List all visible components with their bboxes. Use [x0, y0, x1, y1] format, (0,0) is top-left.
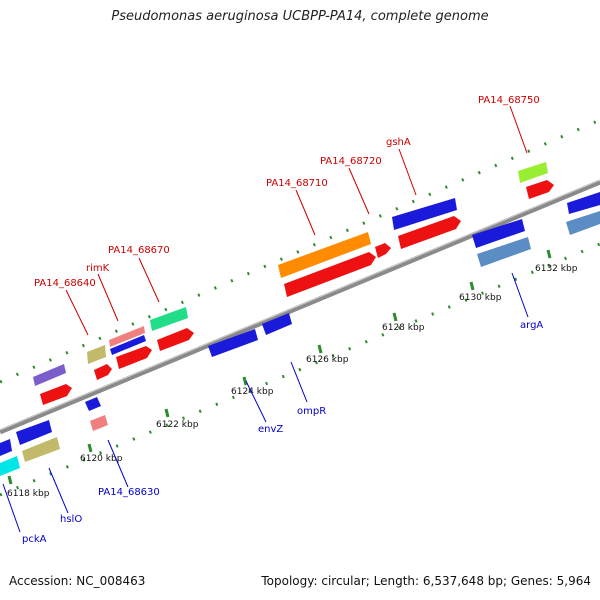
features-outer-forward [33, 162, 600, 386]
tick-mark [242, 376, 248, 386]
leader-line [2, 483, 21, 533]
feature-arrow [262, 313, 292, 335]
leader-line [509, 105, 528, 154]
leader-line [48, 467, 69, 514]
leader-line [290, 361, 308, 403]
feature-arrow [90, 415, 108, 431]
feature-arrow [518, 162, 548, 183]
map-title: Pseudomonas aeruginosa UCBPP-PA14, compl… [111, 9, 489, 24]
leader-line [97, 273, 119, 322]
leader-line [398, 148, 417, 196]
gene-label-bottom: hslO [60, 514, 82, 525]
feature-arrow [33, 364, 66, 386]
leader-line [107, 439, 129, 488]
gene-label-top: rimK [86, 263, 110, 274]
tick-marks [7, 249, 552, 485]
feature-arrow [472, 219, 525, 248]
tick-label: 6128 kbp [382, 323, 425, 333]
feature-arrow [208, 329, 258, 357]
leader-line [245, 380, 267, 423]
tick-mark [317, 344, 323, 354]
tick-label: 6126 kbp [306, 355, 349, 365]
feature-arrow [567, 192, 600, 214]
gene-label-top: PA14_68710 [266, 178, 328, 189]
gene-label-top: PA14_68720 [320, 156, 382, 167]
gene-label-bottom: argA [520, 320, 543, 331]
gene-label-top: gshA [386, 137, 411, 148]
feature-arrow [109, 326, 145, 347]
tick-label: 6118 kbp [7, 489, 50, 499]
feature-arrow [278, 232, 371, 278]
feature-arrow [375, 243, 391, 258]
tick-label: 6120 kbp [80, 454, 123, 464]
leader-line [295, 189, 316, 236]
feature-arrow [0, 456, 20, 476]
feature-arrow [157, 328, 194, 351]
tick-label: 6122 kbp [156, 420, 199, 430]
top-label-leaders [65, 105, 528, 336]
top-labels: PA14_68640 rimK PA14_68670 PA14_68710 PA… [34, 95, 540, 289]
feature-arrow [110, 335, 146, 355]
features-reverse [0, 211, 600, 476]
tick-label: 6124 kbp [231, 387, 274, 397]
tick-mark [87, 443, 93, 453]
tick-label: 6132 kbp [535, 264, 578, 274]
feature-arrow [398, 216, 461, 249]
feature-arrow [0, 439, 12, 456]
genome-summary-text: Topology: circular; Length: 6,537,648 bp… [261, 574, 591, 588]
tick-mark [7, 475, 13, 485]
feature-arrow [94, 364, 112, 380]
feature-arrow [116, 346, 152, 369]
gene-label-top: PA14_68750 [478, 95, 540, 106]
tick-mark [164, 408, 170, 418]
genome-backbone [0, 179, 600, 435]
feature-arrow [150, 307, 188, 331]
feature-arrow [85, 397, 101, 411]
feature-arrow [87, 345, 106, 364]
accession-text: Accession: NC_008463 [9, 574, 146, 588]
tick-mark [392, 312, 398, 322]
feature-arrow [392, 198, 457, 230]
tick-mark [469, 281, 475, 291]
gene-label-top: PA14_68670 [108, 245, 170, 256]
leader-line [511, 272, 529, 318]
feature-arrow [40, 384, 72, 405]
feature-arrow [284, 252, 376, 297]
tick-label: 6130 kbp [459, 293, 502, 303]
feature-arrow [16, 420, 52, 445]
bottom-labels: pckA hslO PA14_68630 envZ ompR argA [22, 320, 543, 545]
tick-labels: 6118 kbp 6120 kbp 6122 kbp 6124 kbp 6126… [7, 264, 578, 499]
gene-label-top: PA14_68640 [34, 278, 96, 289]
upper-dot-track [0, 118, 600, 384]
feature-arrow [477, 237, 531, 267]
bottom-label-leaders [2, 272, 529, 533]
gene-label-bottom: pckA [22, 534, 47, 545]
genome-backbone-highlight [0, 179, 600, 431]
feature-arrow [22, 437, 60, 462]
leader-line [348, 167, 370, 215]
gene-label-bottom: ompR [297, 406, 326, 417]
leader-line [65, 289, 89, 336]
gene-label-bottom: envZ [258, 424, 283, 435]
gene-label-bottom: PA14_68630 [98, 487, 160, 498]
lower-dot-track [0, 242, 600, 497]
feature-arrow [526, 180, 554, 199]
features-inner-forward [40, 180, 554, 405]
tick-mark [546, 249, 552, 259]
feature-arrow [566, 211, 600, 235]
leader-line [138, 257, 160, 303]
